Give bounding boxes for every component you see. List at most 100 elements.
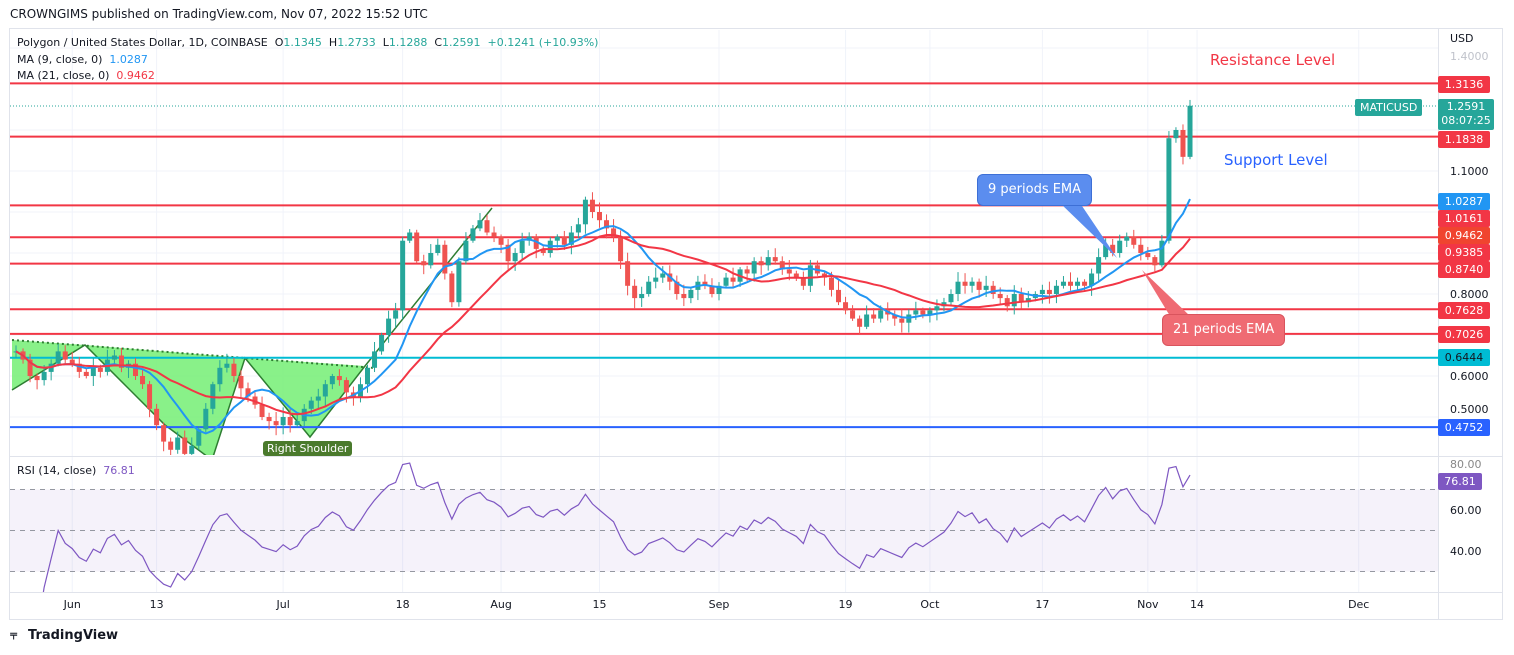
- candle-body: [498, 236, 504, 245]
- time-tick: 14: [1190, 598, 1205, 611]
- candle-body: [604, 220, 610, 229]
- candle-body: [948, 294, 954, 303]
- candle-body: [758, 261, 764, 266]
- candle-body: [983, 285, 989, 290]
- tradingview-logo-icon: ⫧: [10, 628, 18, 643]
- candle-body: [892, 314, 898, 319]
- candle-body: [674, 281, 680, 294]
- candle-body: [97, 367, 103, 372]
- candle-body: [449, 273, 455, 303]
- time-tick: Sep: [708, 598, 730, 611]
- candle-body: [568, 232, 574, 245]
- candle-body: [1060, 281, 1066, 286]
- candle-body: [280, 417, 286, 426]
- resistance-label: Resistance Level: [1210, 51, 1336, 69]
- candle-body: [786, 269, 792, 274]
- candle-body: [596, 212, 602, 221]
- candle-body: [744, 269, 750, 274]
- ema9-callout: 9 periods EMA: [977, 174, 1093, 206]
- legend-symbol: Polygon / United States Dollar, 1D, COIN…: [17, 36, 268, 49]
- candle-body: [1082, 281, 1088, 286]
- candle-body: [154, 408, 160, 426]
- price-tick: 1.1000: [1450, 165, 1489, 178]
- candle-body: [589, 199, 595, 212]
- candle-body: [709, 285, 715, 294]
- candle-body: [688, 289, 694, 299]
- legend-rsi[interactable]: RSI (14, close) 76.81: [17, 464, 135, 477]
- candle-body: [575, 224, 581, 233]
- candle-body: [864, 314, 870, 327]
- candle-body: [386, 318, 392, 335]
- candle-body: [308, 400, 314, 409]
- candle-body: [1180, 130, 1186, 157]
- candle-body: [934, 306, 940, 311]
- price-tick: 0.8000: [1450, 288, 1489, 301]
- candle-body: [315, 396, 321, 401]
- candle-body: [632, 285, 638, 299]
- candle-body: [1089, 273, 1095, 286]
- time-tick: Jul: [276, 598, 290, 611]
- candle-body: [618, 236, 624, 262]
- candle-body: [899, 318, 905, 323]
- candle-body: [372, 351, 378, 368]
- candle-body: [519, 240, 525, 253]
- candle-body: [428, 253, 434, 266]
- time-tick: Nov: [1137, 598, 1159, 611]
- candle-body: [161, 425, 167, 442]
- symbol-tag: MATICUSD: [1355, 99, 1423, 116]
- legend-ma21[interactable]: MA (21, close, 0) 0.9462: [17, 69, 155, 82]
- tradingview-brand: TradingView: [28, 628, 119, 643]
- price-tick: 1.4000: [1450, 50, 1489, 63]
- neckline: [11, 339, 376, 369]
- candle-body: [231, 363, 237, 376]
- candle-body: [259, 404, 265, 417]
- candle-body: [336, 376, 342, 381]
- low-value: 1.1288: [388, 36, 428, 49]
- ma21-value: 0.9462: [116, 69, 155, 82]
- candle-body: [1187, 105, 1193, 157]
- candle-body: [857, 318, 863, 327]
- candle-body: [611, 228, 617, 237]
- candle-body: [1131, 236, 1137, 245]
- candle-body: [582, 199, 588, 225]
- candle-body: [1011, 294, 1017, 307]
- candle-body: [238, 376, 244, 389]
- ma21-line: [15, 233, 1191, 416]
- candle-body: [76, 363, 82, 372]
- candle-body: [435, 244, 441, 253]
- candle-body: [920, 310, 926, 315]
- candle-body: [245, 388, 251, 397]
- ma9-tag: 1.0287: [1438, 193, 1490, 210]
- candle-body: [681, 294, 687, 299]
- candle-body: [990, 285, 996, 294]
- chart-frame: [9, 28, 1503, 620]
- tradingview-logo[interactable]: ⫧ TradingView: [10, 628, 118, 643]
- candle-body: [484, 220, 490, 233]
- legend-ma9[interactable]: MA (9, close, 0) 1.0287: [17, 53, 148, 66]
- candle-body: [196, 429, 202, 446]
- ema21-callout: 21 periods EMA: [1162, 314, 1286, 346]
- candle-body: [421, 261, 427, 266]
- published-by: CROWNGIMS published on TradingView.com, …: [10, 7, 428, 21]
- candle-body: [1103, 244, 1109, 258]
- support-label: Support Level: [1224, 151, 1328, 169]
- high-label: H: [328, 36, 338, 49]
- candle-body: [871, 314, 877, 319]
- candle-body: [322, 384, 328, 397]
- level-tag: 0.7628: [1438, 302, 1490, 319]
- candle-body: [147, 384, 153, 409]
- candle-body: [702, 281, 708, 286]
- candle-body: [470, 228, 476, 241]
- candle-body: [646, 281, 652, 294]
- candle-body: [1053, 285, 1059, 294]
- candle-body: [407, 232, 413, 241]
- rsi-tick: 80.00: [1450, 458, 1482, 471]
- candle-body: [716, 285, 722, 294]
- candle-body: [1145, 253, 1151, 258]
- ma21-tag: 0.9462: [1438, 227, 1490, 244]
- candle-body: [1166, 138, 1172, 241]
- candle-body: [1025, 298, 1031, 303]
- ema9-callout-pointer: [1060, 203, 1117, 258]
- rsi-tag: 76.81: [1438, 473, 1482, 490]
